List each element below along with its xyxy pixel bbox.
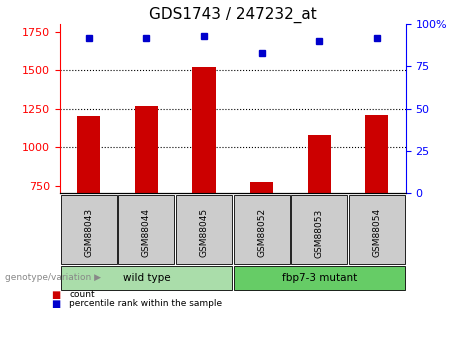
Text: ■: ■ (51, 290, 60, 300)
Bar (77, 116, 100, 193)
Title: GDS1743 / 247232_at: GDS1743 / 247232_at (149, 7, 317, 23)
Text: GSM88052: GSM88052 (257, 208, 266, 257)
Text: GSM88054: GSM88054 (372, 208, 381, 257)
Bar (250, 183, 273, 193)
Text: percentile rank within the sample: percentile rank within the sample (69, 299, 222, 308)
Text: GSM88045: GSM88045 (200, 208, 208, 257)
Text: wild type: wild type (123, 273, 170, 283)
Text: genotype/variation ▶: genotype/variation ▶ (5, 273, 100, 282)
Text: GSM88043: GSM88043 (84, 208, 93, 257)
Text: GSM88053: GSM88053 (315, 208, 324, 257)
Text: GSM88044: GSM88044 (142, 208, 151, 257)
Bar (365, 115, 388, 193)
Bar (135, 106, 158, 193)
Text: ■: ■ (51, 299, 60, 308)
Text: count: count (69, 290, 95, 299)
Bar (308, 135, 331, 193)
Bar (193, 67, 216, 193)
Text: fbp7-3 mutant: fbp7-3 mutant (282, 273, 357, 283)
